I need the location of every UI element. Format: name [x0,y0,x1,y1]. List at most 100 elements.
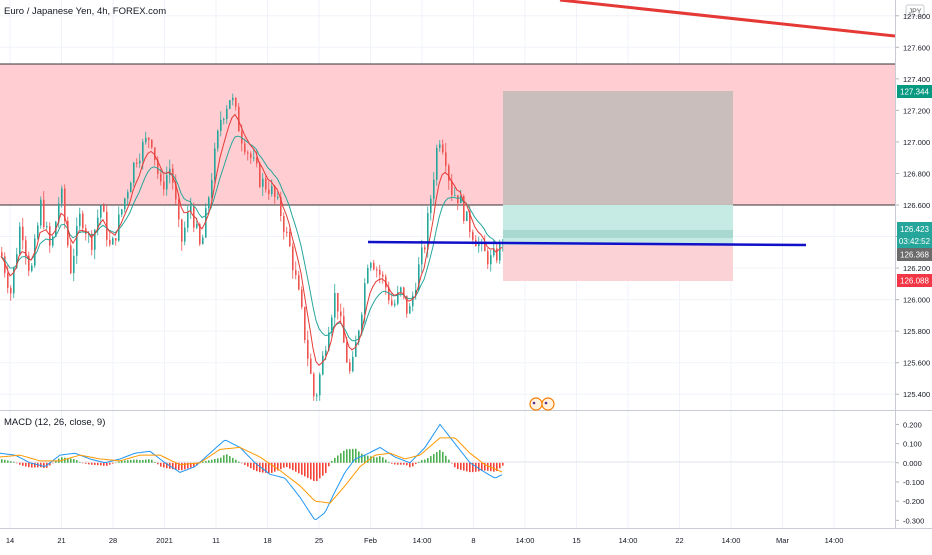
macd-hist-bar [205,461,207,463]
price-tick-label: 125.800 [903,327,930,336]
macd-hist-bar [118,461,120,463]
macd-hist-bar [235,459,237,463]
candle-body [361,314,363,331]
price-scale[interactable]: 127.800 127.600 127.400 127.200 127.000 126.8… [896,12,930,399]
macd-histogram [1,448,504,482]
resistance-zone[interactable] [0,64,895,205]
macd-hist-bar [244,462,246,465]
candle-body [409,306,411,314]
macd-hist-bar [196,462,198,466]
macd-hist-bar [130,459,132,463]
candle-body [433,179,435,199]
candle-body [325,350,327,356]
candle-body [349,362,351,372]
candle-body [148,137,150,140]
macd-hist-bar [43,462,45,469]
candle-body [340,311,342,317]
macd-hist-bar [73,459,75,463]
price-tick-label: 127.200 [903,106,930,115]
candle-body [298,275,300,290]
long-position-tool[interactable] [503,91,733,281]
candle-body [229,100,231,109]
macd-hist-bar [280,462,282,470]
macd-hist-bar [175,462,177,470]
candle-body [373,262,375,270]
macd-hist-bar [292,462,294,471]
candle-body [397,292,399,304]
macd-hist-bar [385,459,387,463]
macd-hist-bar [352,448,354,463]
macd-hist-bar [418,461,420,463]
candle-body [220,119,222,131]
support-line[interactable] [367,240,807,247]
candle-body [271,186,273,195]
macd-hist-bar [394,462,396,465]
candle-body [28,255,30,271]
candle-body [301,289,303,308]
macd-hist-bar [373,457,375,463]
macd-hist-bar [121,460,123,463]
candle-body [331,317,333,333]
currency-button[interactable]: JPY [905,4,925,17]
time-tick-label: 8 [471,536,475,545]
macd-hist-bar [91,462,93,465]
macd-hist-bar [283,462,285,468]
candle-body [61,188,63,204]
candle-body [421,247,423,265]
candle-body [442,144,444,153]
candle-body [49,226,51,246]
macd-hist-bar [223,455,225,463]
candle-body [358,330,360,343]
candle-body [25,240,27,256]
macd-hist-bar [100,462,102,466]
macd-hist-bar [34,462,36,468]
macd-hist-bar [484,462,486,471]
macd-hist-bar [238,461,240,463]
macd-hist-bar [298,462,300,474]
macd-hist-bar [151,459,153,463]
current-price-text: 126.423 [900,225,929,234]
macd-hist-bar [454,462,456,468]
macd-hist-bar [265,462,267,473]
macd-pane[interactable] [0,411,895,528]
macd-hist-bar [256,462,258,472]
macd-hist-bar [133,459,135,463]
time-tick-label: 14:00 [619,536,638,545]
macd-hist-bar [334,457,336,463]
candle-body [418,264,420,291]
candle-body [133,162,135,183]
macd-hist-bar [310,462,312,480]
macd-hist-bar [460,462,462,470]
macd-hist-bar [214,459,216,463]
time-axis[interactable]: 14 21 28 2021 11 18 25 Feb 14:00 8 14:00 15 14:00 22 1… [6,536,844,545]
candle-body [16,254,18,268]
candle-body [451,180,453,196]
macd-hist-bar [25,462,27,467]
candle-body [448,165,450,181]
macd-hist-bar [124,460,126,463]
macd-hist-bar [340,453,342,463]
ideas-marker-icon[interactable] [529,397,555,411]
candle-body [412,295,414,307]
macd-hist-bar [367,455,369,463]
macd-hist-bar [97,462,99,466]
macd-hist-bar [190,462,192,468]
time-tick-label: 25 [315,536,323,545]
macd-line [0,423,503,521]
macd-hist-bar [322,462,324,476]
macd-scale[interactable]: 0.200 0.100 0.000 -0.100 -0.200 -0.300 [896,420,924,525]
candle-body [370,262,372,268]
candle-body [469,211,471,232]
macd-hist-bar [502,462,504,466]
macd-hist-bar [148,459,150,463]
candle-body [106,211,108,240]
macd-hist-bar [217,458,219,463]
candle-body [145,137,147,143]
candle-body [109,239,111,245]
candle-body [445,152,447,166]
time-tick-label: 15 [572,536,580,545]
trend-line[interactable] [559,0,896,38]
target-zone-upper [503,91,733,205]
time-tick-label: 18 [263,536,271,545]
